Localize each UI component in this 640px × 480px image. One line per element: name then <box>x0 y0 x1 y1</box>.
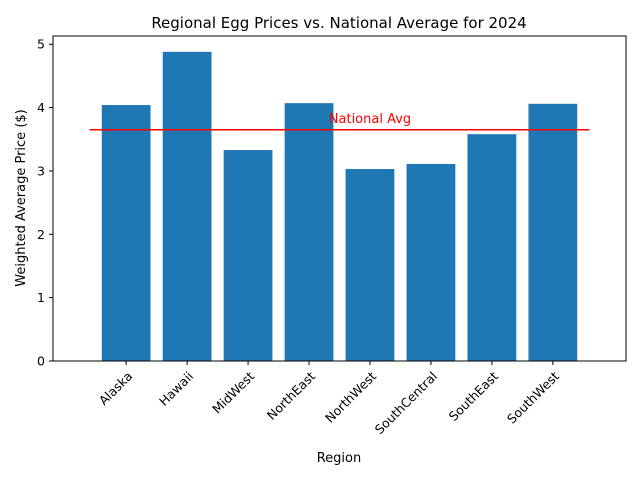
bar-southeast <box>467 134 517 361</box>
national-avg-label: National Avg <box>329 112 411 127</box>
axes-frame <box>52 35 627 362</box>
y-axis-label: Weighted Average Price ($) <box>14 109 29 286</box>
x-tick-label: SouthEast <box>446 368 501 423</box>
bar-hawaii <box>162 51 212 362</box>
chart-title: Regional Egg Prices vs. National Average… <box>151 14 526 32</box>
bar-northeast <box>284 103 334 362</box>
y-tick-label: 0 <box>37 354 45 369</box>
y-axis-ticks: 0 1 2 3 4 5 <box>37 37 53 369</box>
bar-southwest <box>528 103 578 361</box>
y-tick-label: 2 <box>37 227 45 242</box>
x-tick-label: Hawaii <box>156 369 196 409</box>
x-tick-label: NorthEast <box>264 368 318 422</box>
x-tick-label: MidWest <box>209 368 257 416</box>
y-tick-label: 5 <box>37 37 45 52</box>
y-tick-label: 1 <box>37 290 45 305</box>
x-axis-ticks: Alaska Hawaii MidWest NorthEast NorthWestSou… <box>96 361 562 437</box>
bar-midwest <box>223 150 273 361</box>
bar-southcentral <box>406 163 456 361</box>
x-tick-label: SouthWest <box>504 368 562 426</box>
bars-group <box>101 51 578 362</box>
x-tick-label: Alaska <box>96 369 136 409</box>
x-axis-label: Region <box>317 451 362 466</box>
y-tick-label: 3 <box>37 163 45 178</box>
x-tick-label: NorthWest <box>322 368 379 425</box>
x-tick-label: SouthCentral <box>372 369 440 437</box>
y-tick-label: 4 <box>37 100 45 115</box>
bar-alaska <box>101 105 151 361</box>
bar-northwest <box>345 169 395 361</box>
